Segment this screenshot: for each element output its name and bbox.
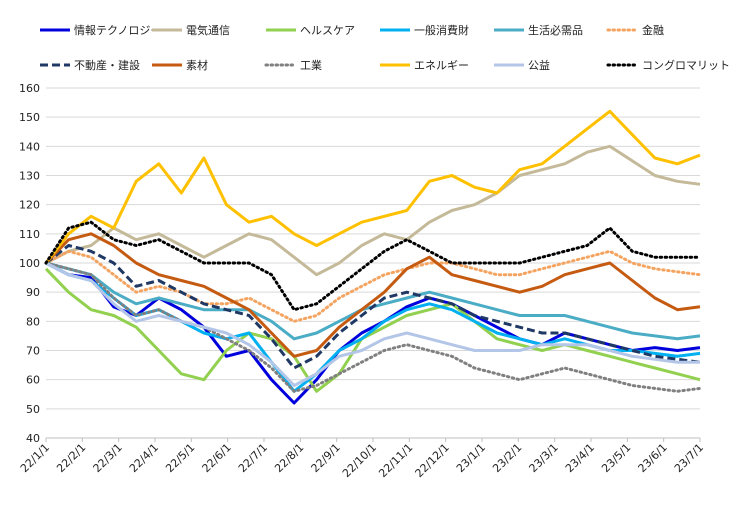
x-tick-label: 22/10/1 bbox=[340, 441, 379, 480]
legend-label: 金融 bbox=[642, 23, 664, 37]
x-tick-label: 22/2/1 bbox=[54, 441, 88, 475]
legend-entry: コングロマリット bbox=[606, 58, 730, 72]
y-tick-label: 60 bbox=[26, 374, 40, 387]
y-tick-label: 80 bbox=[26, 315, 40, 328]
series-line bbox=[44, 249, 702, 323]
x-tick-label: 23/5/1 bbox=[599, 441, 633, 475]
series-line bbox=[44, 267, 701, 393]
y-tick-label: 130 bbox=[19, 170, 40, 183]
x-tick-label: 22/8/1 bbox=[272, 441, 306, 475]
y-tick-label: 70 bbox=[26, 345, 40, 358]
y-tick-label: 110 bbox=[19, 228, 40, 241]
x-tick-label: 22/12/1 bbox=[413, 441, 452, 480]
legend-label: 不動産・建設 bbox=[74, 58, 140, 72]
series-line bbox=[44, 261, 702, 393]
legend-label: 素材 bbox=[186, 58, 208, 72]
x-tick-label: 23/3/1 bbox=[527, 441, 561, 475]
series-line bbox=[44, 232, 701, 358]
legend-entry: 工業 bbox=[264, 59, 322, 72]
x-tick-label: 23/4/1 bbox=[563, 441, 597, 475]
x-tick-label: 22/11/1 bbox=[376, 441, 415, 480]
series-line bbox=[45, 144, 701, 277]
y-tick-label: 160 bbox=[19, 82, 40, 95]
legend-entry: 不動産・建設 bbox=[40, 58, 140, 72]
legend-entry: エネルギー bbox=[380, 59, 469, 72]
legend-entry: 金融 bbox=[606, 23, 664, 37]
legend-entry: 素材 bbox=[152, 58, 208, 72]
x-tick-label: 23/1/1 bbox=[454, 441, 488, 475]
legend-label: ヘルスケア bbox=[300, 24, 355, 37]
x-tick-label: 22/4/1 bbox=[127, 441, 161, 475]
series-line bbox=[44, 220, 702, 312]
y-tick-label: 120 bbox=[19, 199, 40, 212]
x-tick-label: 23/2/1 bbox=[490, 441, 524, 475]
x-tick-label: 22/3/1 bbox=[91, 441, 125, 475]
x-tick-label: 22/7/1 bbox=[236, 441, 270, 475]
grid bbox=[46, 87, 700, 439]
plot-area bbox=[44, 109, 702, 405]
x-axis: 22/1/1 22/2/1 22/3/1 22/4/1 22/5/1 22/6/1 22/7… bbox=[18, 437, 706, 480]
legend-entry: 生活必需品 bbox=[494, 23, 583, 37]
legend-entry: 情報テクノロジー bbox=[40, 24, 161, 37]
x-tick-label: 22/9/1 bbox=[309, 441, 343, 475]
legend-entry: ヘルスケア bbox=[266, 24, 355, 37]
y-tick-label: 100 bbox=[19, 257, 40, 270]
legend-label: 一般消費財 bbox=[414, 23, 469, 37]
series-line bbox=[45, 244, 701, 370]
x-tick-label: 22/6/1 bbox=[200, 441, 234, 475]
legend-label: 情報テクノロジー bbox=[74, 24, 161, 37]
series-line bbox=[45, 261, 700, 387]
legend-label: コングロマリット bbox=[642, 58, 730, 72]
legend-label: 電気通信 bbox=[186, 23, 230, 37]
legend-label: エネルギー bbox=[414, 59, 469, 72]
legend-entry: 一般消費財 bbox=[380, 23, 469, 37]
legend-entry: 電気通信 bbox=[152, 23, 230, 37]
legend-label: 公益 bbox=[528, 58, 550, 72]
x-tick-label: 22/5/1 bbox=[163, 441, 197, 475]
y-tick-label: 90 bbox=[26, 286, 40, 299]
y-tick-label: 50 bbox=[26, 403, 40, 416]
series-line bbox=[44, 109, 701, 264]
y-tick-label: 150 bbox=[19, 111, 40, 124]
legend-label: 工業 bbox=[300, 59, 322, 72]
y-axis: 40 50 60 70 80 90 100 110 120 130 140 150 160 bbox=[19, 82, 40, 445]
x-tick-label: 22/1/1 bbox=[18, 441, 52, 475]
legend-entry: 公益 bbox=[494, 58, 550, 72]
y-tick-label: 140 bbox=[19, 140, 40, 153]
x-tick-label: 23/7/1 bbox=[672, 441, 706, 475]
legend-label: 生活必需品 bbox=[528, 23, 583, 37]
x-tick-label: 23/6/1 bbox=[636, 441, 670, 475]
y-tick-label: 40 bbox=[26, 432, 40, 445]
